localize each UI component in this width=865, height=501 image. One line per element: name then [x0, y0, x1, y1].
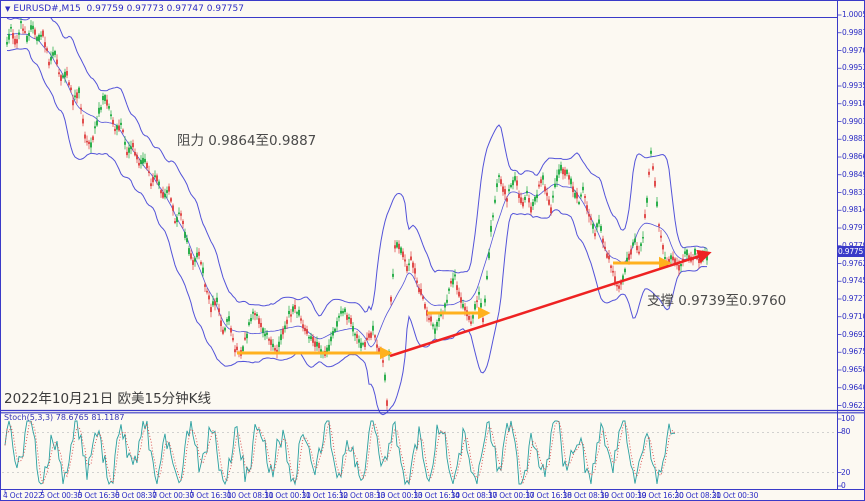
indicator-level-label: 20: [841, 467, 851, 477]
support-annotation[interactable]: 支撑 0.9739至0.9760: [647, 293, 787, 309]
time-axis-label: 18 Oct 08:30: [562, 491, 610, 500]
price-axis-label: 0.99705: [842, 45, 864, 55]
chart-title: ▼ EURUSD#,M15 0.97759 0.97773 0.97747 0.9…: [5, 4, 244, 14]
price-axis-label: 0.98315: [842, 187, 864, 197]
price-axis-label: 0.98665: [842, 152, 864, 161]
price-axis-label: 0.99185: [842, 98, 864, 108]
drawing-objects-layer[interactable]: [237, 249, 712, 360]
time-axis-label: 7 Oct 16:30: [189, 491, 232, 500]
time-axis-label: 17 Oct 00:30: [487, 491, 535, 500]
time-axis-label: 13 Oct 00:30: [376, 491, 423, 500]
time-axis-label: 20 Oct 08:30: [674, 491, 721, 500]
price-axis-label: 0.97450: [842, 276, 864, 286]
time-axis-label: 5 Oct 16:30: [77, 491, 120, 500]
time-axis-label: 10 Oct 08:30: [226, 491, 274, 500]
current-price-value: 0.97757: [838, 247, 865, 256]
price-axis-label: 0.96235: [842, 400, 864, 410]
time-axis-label: 19 Oct 00:30: [599, 491, 647, 500]
time-axis-label: 19 Oct 16:30: [637, 491, 684, 500]
time-axis-label: 11 Oct 00:30: [264, 491, 311, 500]
chevron-down-icon[interactable]: ▼: [5, 5, 11, 13]
price-axis-label: 0.98490: [842, 169, 864, 179]
price-axis-label: 0.97620: [842, 258, 864, 268]
time-axis-label: 14 Oct 08:30: [450, 491, 498, 500]
time-axis-label: 13 Oct 16:30: [413, 491, 460, 500]
ohlc-values: 0.97759 0.97773 0.97747 0.97757: [86, 4, 244, 14]
symbol-period-label: EURUSD#,M15: [13, 4, 81, 14]
time-axis-label: 6 Oct 08:30: [114, 491, 157, 500]
resistance-annotation[interactable]: 阻力 0.9864至0.9887: [177, 133, 317, 149]
price-axis-label: 0.98835: [842, 134, 864, 144]
price-axis-label: 1.00050: [842, 10, 864, 19]
price-axis-label: 0.96755: [842, 347, 864, 357]
time-axis-label: 7 Oct 00:30: [152, 491, 195, 500]
price-axis-label: 0.99355: [842, 81, 864, 90]
candles-layer[interactable]: [6, 17, 708, 410]
axis-ticks: [4, 14, 842, 493]
indicator-name: Stoch(5,3,3): [4, 413, 54, 422]
price-axis-label: 0.97795: [842, 241, 864, 250]
price-axis-label: 0.97100: [842, 311, 864, 321]
indicator-level-label: 80: [841, 427, 851, 437]
indicator-level-label: 0: [841, 481, 846, 490]
price-axis-label: 0.97275: [842, 294, 864, 303]
time-axis-label: 21 Oct 00:30: [711, 491, 759, 500]
indicator-level-label: 100: [841, 414, 855, 423]
price-axis-label: 0.96405: [842, 382, 864, 392]
date-note: 2022年10月21日 欧美15分钟K线: [4, 391, 212, 407]
price-axis-label: 0.98140: [842, 205, 864, 215]
price-axis-label: 0.99010: [842, 116, 864, 126]
chart-frame: [1, 1, 864, 490]
price-axis-label: 0.96925: [842, 329, 864, 339]
time-axis-label: 12 Oct 08:30: [338, 491, 386, 500]
stochastic-layer: [2, 420, 837, 486]
price-axis-label: 0.96580: [842, 365, 864, 374]
time-axis-label: 5 Oct 00:30: [40, 491, 83, 500]
price-axis-label: 0.99875: [842, 27, 864, 37]
price-axis-label: 0.97970: [842, 223, 864, 232]
time-axis-label: 4 Oct 2022: [3, 491, 43, 500]
indicator-label: Stoch(5,3,3) 78.6765 81.1187: [4, 413, 124, 422]
bollinger-bands-layer: [6, 18, 708, 416]
indicator-values: 78.6765 81.1187: [55, 413, 125, 422]
price-axis-label: 0.99530: [842, 63, 864, 73]
trendline-arrow[interactable]: [389, 249, 712, 358]
time-axis-label: 17 Oct 16:30: [525, 491, 572, 500]
current-price-box: 0.97757: [838, 246, 865, 257]
time-axis-label: 11 Oct 16:30: [301, 491, 348, 500]
